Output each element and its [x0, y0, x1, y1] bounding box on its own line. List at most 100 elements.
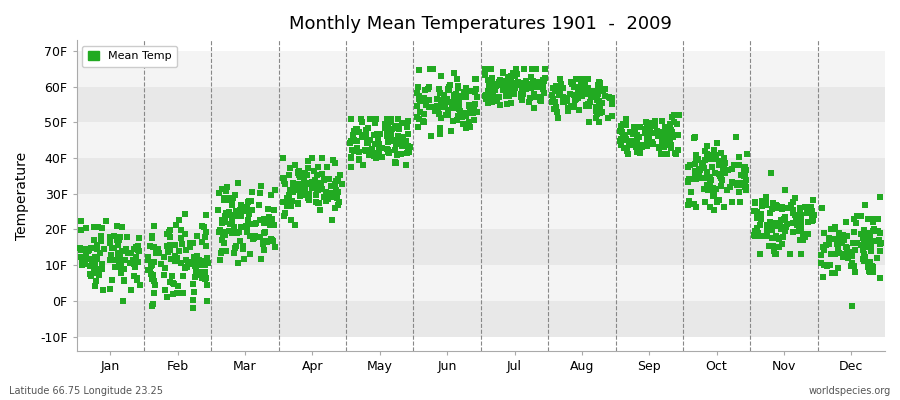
Point — [434, 73, 448, 79]
Point — [706, 192, 720, 199]
Point — [332, 172, 347, 178]
Point — [429, 103, 444, 109]
Point — [248, 221, 262, 228]
Point — [277, 213, 292, 220]
Point — [436, 92, 451, 98]
Point — [485, 91, 500, 97]
Point — [291, 201, 305, 208]
Point — [770, 235, 785, 241]
Point — [620, 151, 634, 158]
Point — [485, 98, 500, 105]
Point — [361, 125, 375, 132]
Point — [630, 149, 644, 155]
Point — [129, 258, 143, 264]
Point — [350, 138, 365, 144]
Point — [161, 228, 176, 235]
Point — [292, 174, 307, 180]
Point — [697, 165, 711, 172]
Point — [566, 80, 580, 86]
Point — [859, 240, 873, 246]
Point — [84, 273, 98, 280]
Point — [170, 290, 184, 296]
Bar — [76, 301, 885, 337]
Point — [78, 255, 93, 261]
Point — [571, 90, 585, 97]
Point — [154, 261, 168, 267]
Point — [75, 247, 89, 253]
Point — [723, 183, 737, 190]
Point — [232, 207, 247, 214]
Point — [837, 237, 851, 243]
Point — [667, 119, 681, 126]
Point — [526, 105, 541, 111]
Point — [329, 178, 344, 184]
Point — [231, 210, 246, 216]
Point — [845, 253, 859, 260]
Point — [569, 76, 583, 83]
Point — [116, 298, 130, 304]
Point — [131, 248, 146, 254]
Point — [765, 235, 779, 241]
Point — [262, 218, 276, 225]
Point — [783, 205, 797, 211]
Point — [397, 138, 411, 144]
Point — [380, 146, 394, 152]
Point — [499, 84, 513, 91]
Point — [159, 231, 174, 238]
Point — [578, 91, 592, 98]
Point — [657, 130, 671, 136]
Point — [193, 272, 207, 278]
Point — [652, 145, 666, 151]
Point — [344, 137, 358, 144]
Point — [221, 209, 236, 215]
Point — [254, 182, 268, 189]
Point — [650, 130, 664, 137]
Point — [246, 236, 260, 243]
Point — [389, 141, 403, 148]
Point — [364, 116, 378, 122]
Point — [356, 162, 371, 168]
Point — [217, 240, 231, 247]
Point — [455, 110, 470, 116]
Point — [380, 116, 394, 122]
Point — [767, 248, 781, 254]
Point — [643, 126, 657, 132]
Point — [230, 180, 245, 186]
Point — [857, 244, 871, 251]
Point — [450, 76, 464, 82]
Point — [554, 84, 569, 91]
Point — [580, 100, 595, 107]
Point — [762, 210, 777, 216]
Point — [186, 261, 201, 267]
Point — [442, 86, 456, 93]
Point — [423, 66, 437, 72]
Point — [266, 238, 281, 244]
Point — [382, 150, 396, 156]
Point — [530, 79, 544, 85]
Point — [401, 118, 416, 124]
Point — [230, 208, 244, 214]
Point — [131, 242, 146, 249]
Point — [834, 235, 849, 241]
Point — [778, 214, 792, 220]
Point — [806, 216, 820, 223]
Point — [623, 128, 637, 135]
Point — [736, 166, 751, 172]
Bar — [76, 122, 885, 158]
Point — [769, 202, 783, 209]
Point — [117, 266, 131, 273]
Point — [840, 232, 854, 239]
Point — [806, 197, 820, 204]
Point — [391, 135, 405, 142]
Point — [732, 162, 746, 168]
Point — [432, 111, 446, 118]
Point — [422, 104, 436, 110]
Point — [321, 196, 336, 202]
Point — [688, 171, 702, 177]
Point — [793, 205, 807, 211]
Point — [367, 132, 382, 138]
Point — [593, 107, 608, 113]
Point — [383, 118, 398, 125]
Point — [602, 95, 616, 102]
Point — [359, 126, 374, 133]
